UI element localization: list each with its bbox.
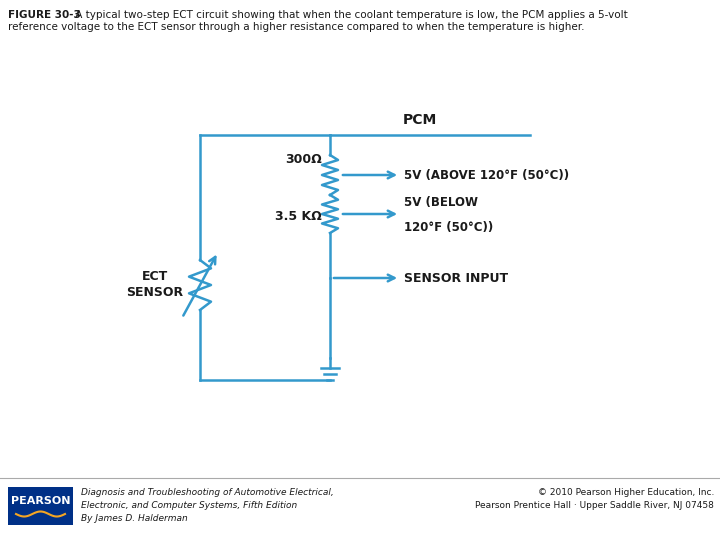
- Text: FIGURE 30-3: FIGURE 30-3: [8, 10, 81, 20]
- Text: reference voltage to the ECT sensor through a higher resistance compared to when: reference voltage to the ECT sensor thro…: [8, 22, 585, 32]
- Text: SENSOR INPUT: SENSOR INPUT: [404, 272, 508, 285]
- Text: 3.5 KΩ: 3.5 KΩ: [275, 211, 322, 224]
- FancyBboxPatch shape: [8, 487, 73, 525]
- Text: 5V (BELOW: 5V (BELOW: [404, 196, 478, 209]
- Text: 5V (ABOVE 120°F (50°C)): 5V (ABOVE 120°F (50°C)): [404, 168, 569, 181]
- Text: © 2010 Pearson Higher Education, Inc.
Pearson Prentice Hall · Upper Saddle River: © 2010 Pearson Higher Education, Inc. Pe…: [475, 488, 714, 510]
- Text: ECT
SENSOR: ECT SENSOR: [127, 271, 184, 300]
- Text: 300Ω: 300Ω: [285, 153, 322, 166]
- Text: Diagnosis and Troubleshooting of Automotive Electrical,
Electronic, and Computer: Diagnosis and Troubleshooting of Automot…: [81, 488, 334, 523]
- Text: 120°F (50°C)): 120°F (50°C)): [404, 221, 493, 234]
- Text: PEARSON: PEARSON: [11, 496, 71, 506]
- Text: PCM: PCM: [403, 113, 437, 127]
- Text: A typical two-step ECT circuit showing that when the coolant temperature is low,: A typical two-step ECT circuit showing t…: [72, 10, 628, 20]
